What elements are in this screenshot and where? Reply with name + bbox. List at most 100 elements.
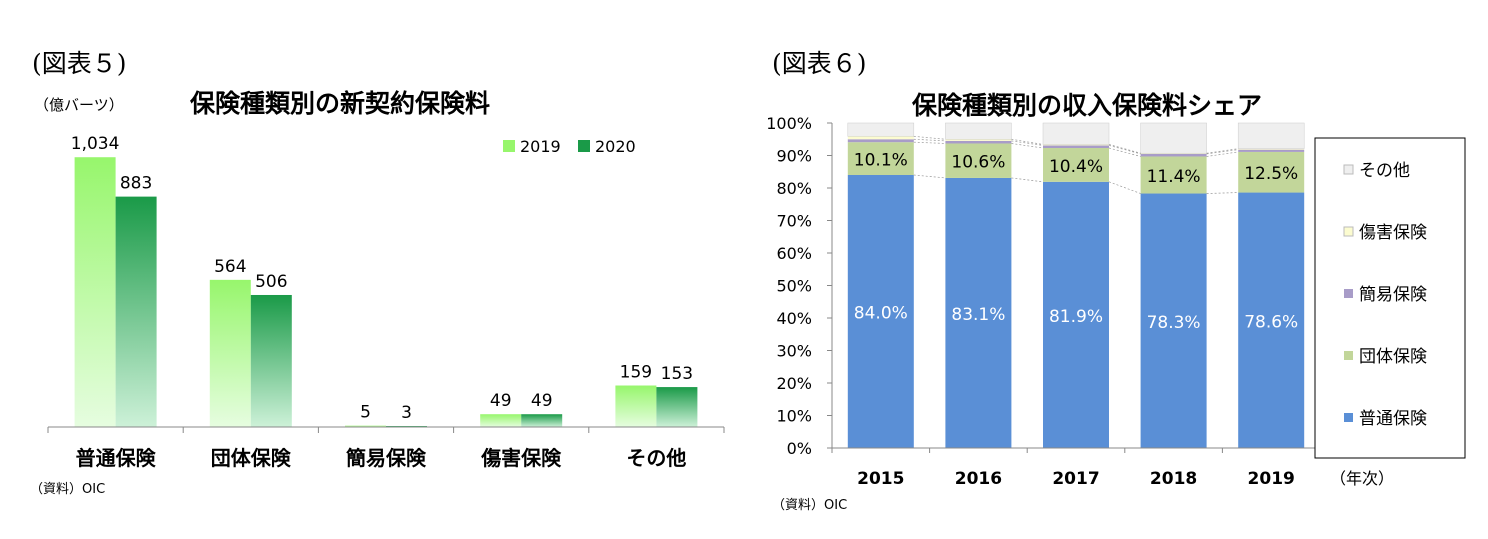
y-tick-label-5: 50%: [776, 277, 812, 296]
series-connector-1-3: [1206, 151, 1239, 157]
category-label-1: 団体保険: [211, 446, 292, 470]
bar-2020-1: [250, 294, 292, 427]
series-connector-1-1: [1011, 143, 1044, 149]
stack-1-2016: [945, 143, 1012, 178]
stack-2-2017: [1043, 145, 1109, 149]
stack-1-2015: [847, 142, 914, 175]
stack-0-2016: [945, 177, 1012, 449]
stack-4-2018: [1140, 122, 1207, 154]
stack-0-2015: [847, 175, 914, 448]
right-source-note: （資料）OIC: [772, 498, 848, 513]
bar-label-2020-1: 506: [255, 272, 287, 292]
series-connector-3-2: [1108, 144, 1141, 154]
stack-label-0-2015: 84.0%: [854, 304, 908, 324]
legend-label-3: 傷害保険: [1359, 223, 1427, 243]
stack-3-2017: [1043, 144, 1109, 146]
y-tick-label-1: 10%: [776, 407, 812, 426]
legend-label-1: 団体保険: [1359, 347, 1427, 367]
bar-label-2019-4: 159: [620, 363, 652, 383]
bar-label-2020-3: 49: [531, 391, 553, 411]
legend-label-2019: 2019: [520, 137, 561, 156]
stack-2-2016: [945, 140, 1012, 144]
legend-swatch-0: [1344, 413, 1353, 422]
stack-label-1-2018: 11.4%: [1147, 167, 1201, 187]
stack-label-0-2017: 81.9%: [1049, 307, 1103, 327]
series-connector-1-0: [913, 141, 946, 144]
bar-2020-3: [521, 414, 563, 427]
legend-label-0: 普通保険: [1359, 409, 1427, 429]
stack-4-2015: [847, 122, 915, 137]
stack-label-1-2017: 10.4%: [1049, 157, 1103, 177]
right-stacked-bar-chart: 84.0% 10.1% 83.1% 10.6% 81.9% 10.4% 78.3% 11.4%…: [766, 114, 1466, 489]
x-axis-unit: （年次）: [1330, 469, 1394, 488]
stack-label-1-2016: 10.6%: [951, 153, 1005, 173]
right-figure-label: (図表６): [772, 49, 867, 78]
stack-1-2019: [1238, 151, 1305, 193]
series-connector-3-0: [913, 135, 946, 140]
series-connector-2-0: [913, 138, 946, 142]
stack-label-0-2018: 78.3%: [1147, 313, 1201, 333]
bar-label-2019-2: 5: [360, 403, 371, 423]
stack-3-2016: [945, 139, 1012, 141]
bar-label-2019-1: 564: [214, 257, 246, 277]
legend-swatch-3: [1343, 226, 1354, 237]
legend-swatch-1: [1344, 351, 1353, 360]
bar-2020-0: [115, 196, 157, 427]
bar-2019-1: [209, 279, 251, 427]
y-tick-label-2: 20%: [776, 374, 812, 393]
bar-2019-3: [480, 414, 522, 427]
x-tick-label-1: 2016: [955, 469, 1002, 489]
stack-2-2015: [847, 139, 914, 143]
stack-2-2018: [1140, 153, 1207, 157]
series-connector-0-0: [913, 174, 946, 179]
left-chart-title: 保険種類別の新契約保険料: [190, 89, 491, 118]
y-tick-label-7: 70%: [776, 212, 812, 231]
legend-swatch-2020: [578, 140, 590, 152]
y-tick-label-4: 40%: [776, 309, 812, 328]
stack-label-1-2019: 12.5%: [1244, 164, 1298, 184]
series-connector-1-2: [1108, 147, 1141, 157]
y-tick-label-0: 0%: [787, 439, 812, 458]
stack-label-0-2016: 83.1%: [951, 305, 1005, 325]
series-connector-2-2: [1108, 145, 1141, 155]
series-connector-0-1: [1011, 177, 1044, 183]
x-tick-label-3: 2018: [1150, 469, 1197, 489]
stack-0-2017: [1043, 181, 1109, 448]
bar-2019-0: [74, 157, 116, 427]
legend-label-2: 簡易保険: [1359, 285, 1427, 305]
stack-3-2015: [847, 136, 914, 140]
right-legend-box: [1314, 137, 1466, 459]
category-label-4: その他: [626, 446, 686, 470]
bar-2019-2: [345, 425, 386, 427]
left-figure-label: (図表５): [32, 49, 127, 78]
x-tick-label-4: 2019: [1248, 469, 1295, 489]
series-connector-2-1: [1011, 140, 1044, 146]
left-unit-label: （億バーツ）: [34, 96, 124, 114]
bar-label-2020-0: 883: [120, 174, 152, 194]
legend-swatch-4: [1343, 164, 1354, 175]
stack-4-2019: [1237, 122, 1305, 149]
stack-2-2019: [1238, 149, 1305, 152]
x-tick-label-2: 2017: [1052, 469, 1099, 489]
stack-label-1-2015: 10.1%: [854, 151, 908, 171]
bar-label-2020-4: 153: [661, 364, 693, 384]
y-tick-label-9: 90%: [776, 147, 812, 166]
series-connector-0-2: [1108, 181, 1141, 194]
legend-label-4: その他: [1359, 161, 1410, 181]
bar-2020-4: [656, 387, 698, 427]
stack-3-2018: [1140, 153, 1207, 154]
stack-3-2019: [1238, 148, 1305, 150]
category-label-3: 傷害保険: [480, 446, 562, 470]
right-chart-title: 保険種類別の収入保険料シェア: [912, 91, 1263, 120]
series-connector-3-3: [1206, 148, 1239, 154]
series-connector-2-3: [1206, 149, 1239, 155]
series-connector-0-3: [1206, 192, 1239, 194]
y-tick-label-10: 100%: [766, 114, 812, 133]
bar-label-2019-3: 49: [490, 391, 512, 411]
y-tick-label-3: 30%: [776, 342, 812, 361]
category-label-2: 簡易保険: [346, 446, 427, 470]
bar-2019-4: [615, 385, 657, 427]
bar-label-2020-2: 3: [401, 403, 412, 423]
y-tick-label-6: 60%: [776, 244, 812, 263]
